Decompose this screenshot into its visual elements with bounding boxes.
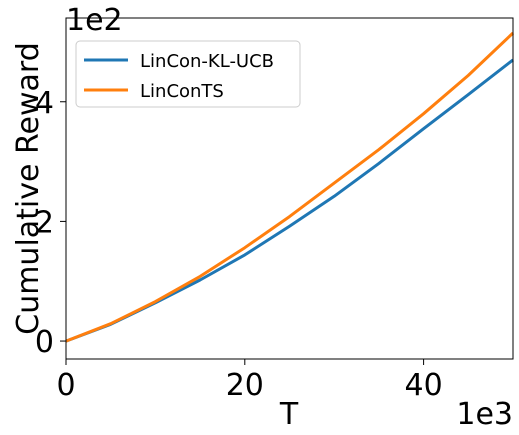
legend-label-lincon-kl-ucb: LinCon-KL-UCB <box>140 51 274 72</box>
legend-label-lincontS: LinConTS <box>140 81 224 102</box>
legend-box <box>75 40 301 108</box>
y-tick-label-1: 2 <box>35 205 54 240</box>
y-tick-label-2: 4 <box>35 86 54 121</box>
series-lines <box>65 31 515 343</box>
plot-frame <box>65 17 514 360</box>
y-multiplier: 1e2 <box>66 3 123 38</box>
x-axis-label: T <box>279 397 299 432</box>
x-tick-label-0: 0 <box>56 368 75 403</box>
y-ticks: 0 2 4 <box>35 86 66 360</box>
y-tick-label-0: 0 <box>35 325 54 360</box>
x-multiplier: 1e3 <box>456 397 513 432</box>
series-line-1 <box>65 31 515 343</box>
legend: LinCon-KL-UCB LinConTS <box>75 40 301 108</box>
x-tick-label-2: 40 <box>405 368 443 403</box>
x-ticks: 0 20 40 <box>56 359 443 403</box>
y-axis-label: Cumulative Reward <box>11 42 46 335</box>
x-tick-label-1: 20 <box>226 368 264 403</box>
